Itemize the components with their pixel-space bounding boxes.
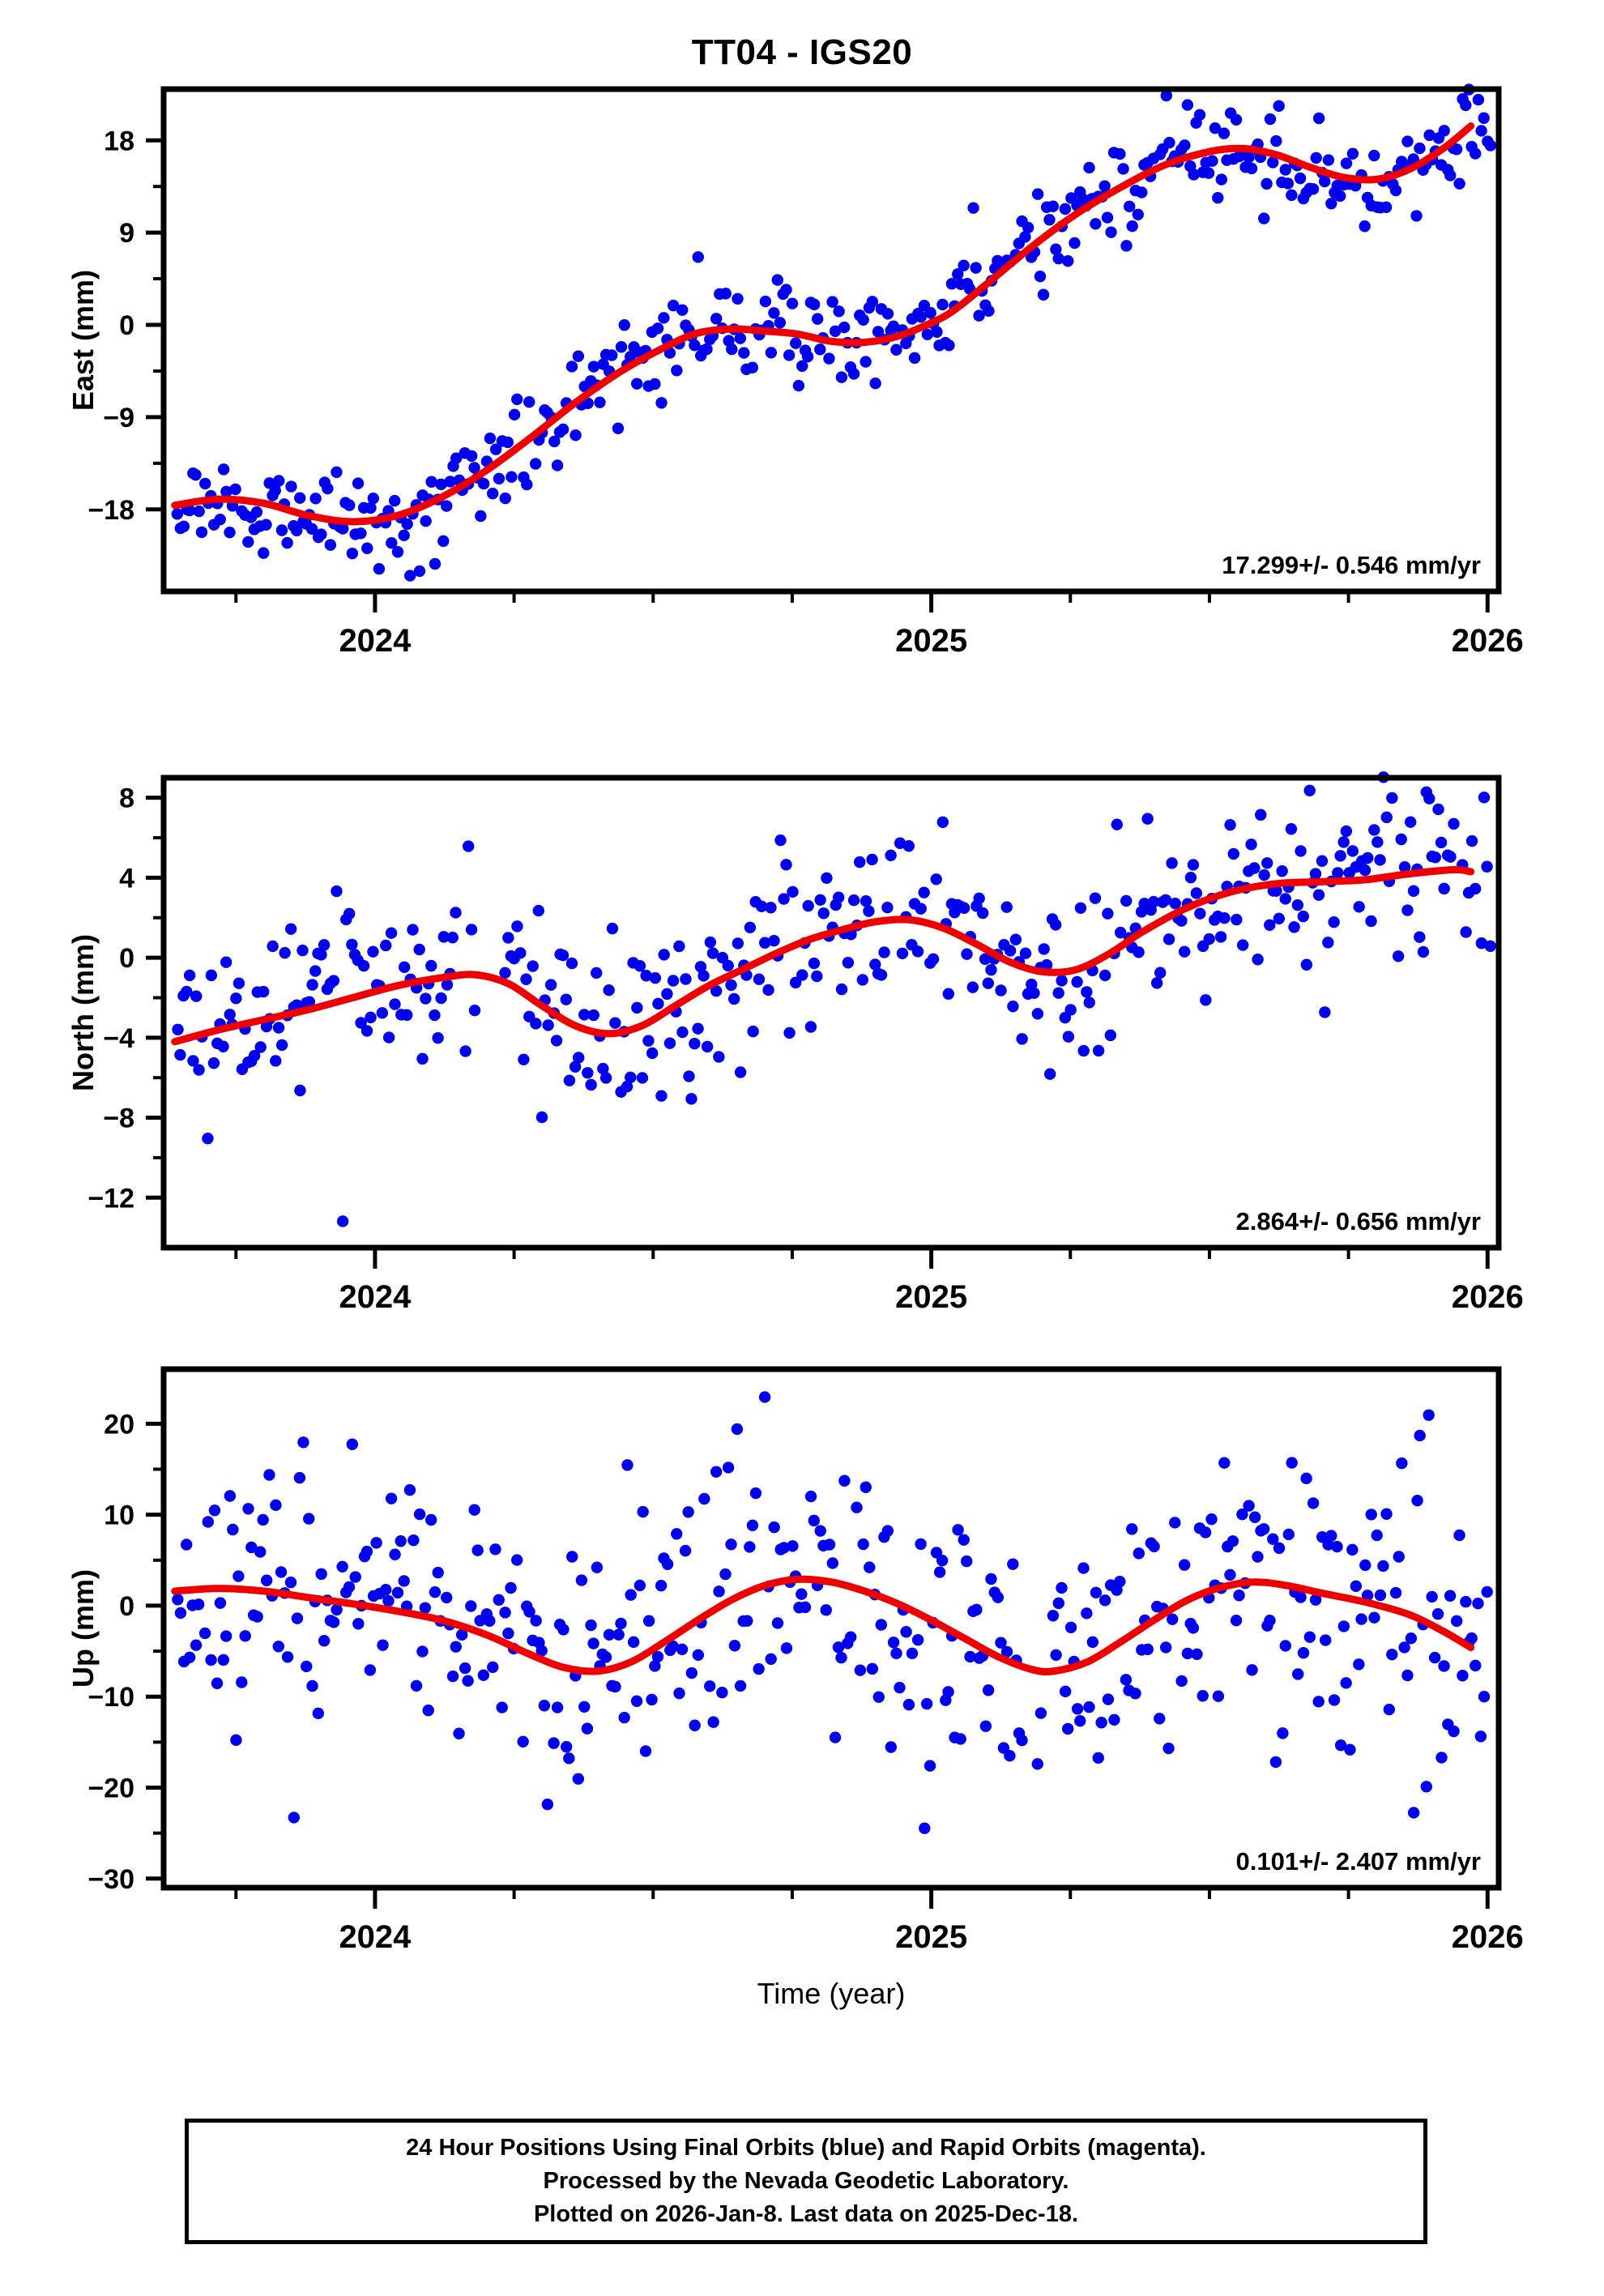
trend-line-up [171, 1575, 1475, 1676]
plot-frame-up [160, 1366, 1502, 1891]
x-tick-label: 2024 [339, 1279, 412, 1315]
y-tick-label: −4 [103, 1023, 134, 1054]
y-axis-east: 18 9 0 −9 −18 [87, 126, 164, 526]
y-axis-north: 8 4 0 −4 −8 −12 [87, 783, 164, 1214]
panel-up: 20 10 0 −10 −20 −30 2024 2025 2026 0.101+/- 2.407… [87, 1366, 1523, 1955]
plot-svg-north: 8 4 0 −4 −8 −12 2024 2025 2026 2.864+/- 0.656 mm/… [87, 771, 1523, 1315]
plot-frame-north [160, 775, 1502, 1251]
x-tick-label: 2026 [1452, 1919, 1523, 1955]
caption-line-3: Plotted on 2026-Jan-8. Last data on 2025… [533, 2201, 1079, 2228]
y-tick-label: 8 [119, 783, 134, 814]
x-tick-label: 2025 [895, 1919, 967, 1955]
y-tick-label: −8 [103, 1103, 134, 1134]
scatter-points-north [172, 771, 1496, 1227]
y-tick-label: −20 [87, 1773, 134, 1803]
y-tick-label: −30 [87, 1864, 134, 1895]
y-tick-label: −18 [87, 495, 134, 526]
x-axis-north: 2024 2025 2026 [234, 1248, 1523, 1315]
y-tick-label: 20 [104, 1409, 134, 1440]
y-tick-label: 0 [119, 943, 134, 974]
y-tick-label: −10 [87, 1682, 134, 1713]
y-tick-label: 0 [119, 1591, 134, 1622]
y-axis-up: 20 10 0 −10 −20 −30 [87, 1409, 164, 1895]
caption-line-1: 24 Hour Positions Using Final Orbits (bl… [406, 2134, 1206, 2161]
y-axis-label-up: Up (mm) [66, 1569, 100, 1688]
x-tick-label: 2026 [1452, 623, 1523, 659]
y-tick-label: −12 [87, 1183, 134, 1214]
y-tick-label: 0 [119, 310, 134, 341]
x-tick-label: 2024 [339, 623, 412, 659]
x-axis-east: 2024 2025 2026 [234, 591, 1523, 659]
scatter-points-up [172, 1391, 1493, 1834]
y-axis-label-north: North (mm) [66, 934, 100, 1091]
x-tick-label: 2024 [339, 1919, 412, 1955]
panel-east: 18 9 0 −9 −18 2024 2025 2026 17.299+/- 0.546 mm/… [87, 83, 1523, 659]
trend-line-north [171, 866, 1475, 1046]
scatter-points-east [171, 83, 1497, 582]
x-axis-label: Time (year) [757, 1977, 906, 2010]
caption-line-2: Processed by the Nevada Geodetic Laborat… [543, 2167, 1069, 2194]
rate-annotation-north: 2.864+/- 0.656 mm/yr [1236, 1207, 1481, 1235]
y-axis-label-east: East (mm) [66, 269, 100, 412]
plot-frame-east [160, 86, 1502, 595]
page-title: TT04 - IGS20 [691, 32, 913, 72]
plot-svg-east: 18 9 0 −9 −18 2024 2025 2026 17.299+/- 0.546 mm/… [87, 83, 1523, 659]
rate-annotation-east: 17.299+/- 0.546 mm/yr [1222, 551, 1481, 579]
x-tick-label: 2025 [895, 623, 967, 659]
x-axis-up: 2024 2025 2026 [234, 1888, 1523, 1955]
x-tick-label: 2026 [1452, 1279, 1523, 1315]
y-tick-label: −9 [103, 403, 134, 433]
panel-north: 8 4 0 −4 −8 −12 2024 2025 2026 2.864+/- 0.656 mm/… [87, 771, 1523, 1315]
y-tick-label: 10 [104, 1500, 134, 1531]
y-tick-label: 18 [104, 126, 134, 156]
x-tick-label: 2025 [895, 1279, 967, 1315]
plot-svg-up: 20 10 0 −10 −20 −30 2024 2025 2026 0.101+/- 2.407… [87, 1366, 1523, 1955]
y-tick-label: 4 [119, 863, 134, 894]
trend-line-east [171, 122, 1475, 526]
caption-box: 24 Hour Positions Using Final Orbits (bl… [185, 2119, 1427, 2244]
rate-annotation-up: 0.101+/- 2.407 mm/yr [1236, 1847, 1481, 1876]
y-tick-label: 9 [119, 218, 134, 249]
